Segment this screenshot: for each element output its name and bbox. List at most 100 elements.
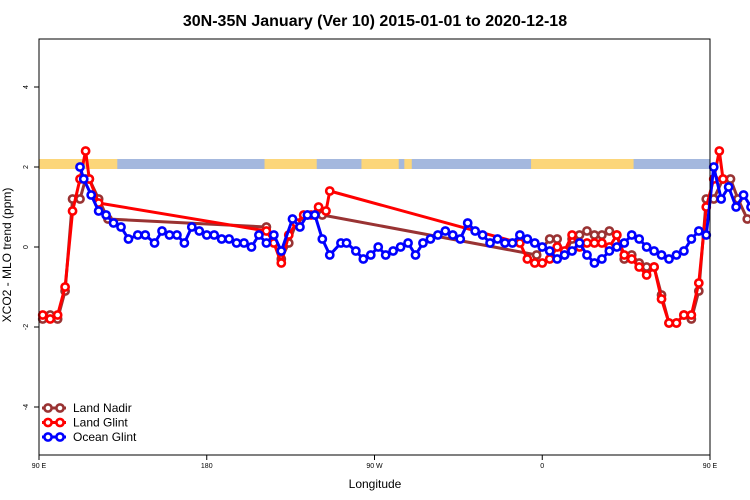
x-tick-label: 90 E [32, 463, 47, 470]
ocean-glint-point [679, 246, 689, 256]
land-glint-point [671, 318, 682, 328]
y-tick-label: 0 [23, 245, 30, 249]
land-glint-point [514, 238, 525, 248]
ocean-glint-point [455, 234, 466, 244]
ocean-glint-point [447, 230, 458, 240]
ocean-glint-point [101, 210, 111, 220]
y-tick-label: -4 [23, 404, 30, 410]
land-segment [312, 159, 317, 169]
land-nadir-point [552, 234, 563, 244]
ocean-glint-point [641, 242, 652, 252]
land-glint-point [686, 310, 697, 320]
land-glint-point [641, 270, 652, 280]
ocean-glint-point [477, 230, 488, 240]
legend-label: Land Nadir [73, 401, 132, 415]
ocean-glint-point [537, 242, 548, 252]
ocean-glint-point [93, 206, 104, 216]
land-glint-point [656, 294, 667, 304]
y-tick-label: 2 [23, 165, 30, 169]
ocean-glint-point [123, 234, 134, 244]
land-glint-point [718, 174, 728, 184]
ocean-glint-point [723, 182, 734, 192]
land-glint-point [313, 202, 324, 212]
x-tick-label: 180 [201, 463, 213, 470]
ocean-glint-point [268, 230, 279, 240]
ocean-glint-point [589, 258, 600, 268]
ocean-glint-point [634, 234, 645, 244]
ocean-glint-point [462, 218, 473, 228]
ocean-glint-point [302, 210, 313, 220]
ocean-glint-point [403, 238, 413, 248]
legend-item-land-nadir: Land Nadir [42, 401, 132, 415]
land-glint-point [649, 262, 659, 272]
ocean-glint-point [132, 230, 143, 240]
land-glint-point [45, 314, 56, 324]
ocean-glint-point [514, 230, 525, 240]
ocean-glint-point [388, 246, 399, 256]
ocean-glint-point [186, 222, 197, 232]
land-glint-point [619, 250, 630, 260]
axes: 90 E 180 90 W 0 90 E -4 -2 0 2 4 [23, 85, 718, 470]
chart-title: 30N-35N January (Ver 10) 2015-01-01 to 2… [183, 13, 567, 30]
ocean-glint-point [172, 230, 182, 240]
ocean-glint-point [287, 214, 298, 224]
ocean-glint-point [567, 246, 577, 256]
ocean-glint-point [664, 254, 674, 264]
land-nadir-point [641, 262, 652, 272]
land-glint-point [52, 310, 63, 320]
land-nadir-point [604, 226, 615, 236]
ocean-glint-point [317, 234, 328, 244]
ocean-glint-point [582, 250, 592, 260]
land-glint-point [537, 258, 548, 268]
ocean-glint-point [596, 254, 607, 264]
ocean-glint-point [179, 238, 190, 248]
ocean-glint-point [341, 238, 352, 248]
land-glint-point [634, 262, 645, 272]
land-glint-point [276, 258, 287, 268]
land-glint-point [693, 278, 704, 288]
ocean-glint-point [738, 190, 749, 200]
x-tick-label: 90 W [366, 463, 383, 470]
land-glint-point [679, 310, 689, 320]
land-nadir-point [589, 230, 600, 240]
land-nadir-point [596, 230, 607, 240]
ocean-glint-point [78, 174, 89, 184]
legend-label: Ocean Glint [73, 430, 137, 444]
land-glint-point [321, 206, 331, 216]
land-glint-point [664, 318, 674, 328]
ocean-glint-point [611, 242, 622, 252]
ocean-glint-point [231, 238, 242, 248]
ocean-glint-point [246, 242, 257, 252]
ocean-glint-point [254, 230, 264, 240]
ocean-glint-point [108, 218, 119, 228]
land-glint-point [582, 238, 592, 248]
ocean-glint-point [440, 226, 451, 236]
ocean-glint-point [529, 238, 540, 248]
ocean-glint-point [522, 234, 533, 244]
land-glint-point [626, 254, 637, 264]
land-glint-point [552, 242, 563, 252]
ocean-glint-point [552, 254, 563, 264]
ocean-glint-point [574, 238, 585, 248]
ocean-glint-point [86, 190, 97, 200]
ocean-glint-point [559, 250, 570, 260]
land-nadir-point [531, 250, 542, 260]
land-glint-point [324, 186, 335, 196]
ocean-glint-point [693, 226, 704, 236]
ocean-glint-point [164, 230, 175, 240]
ocean-glint-point [75, 162, 85, 172]
ocean-glint-point [149, 238, 160, 248]
x-tick-label: 0 [540, 463, 544, 470]
ocean-glint-point [309, 210, 320, 220]
land-glint-point [261, 226, 272, 236]
ocean-glint-point [140, 230, 151, 240]
series-layer [37, 146, 750, 328]
land-ocean-band [39, 159, 710, 169]
ocean-glint-point [380, 250, 391, 260]
land-glint-point [67, 206, 78, 216]
land-segment [404, 159, 412, 169]
ocean-glint-point [544, 246, 555, 256]
ocean-glint-point [201, 230, 212, 240]
ocean-glint-point [470, 226, 481, 236]
